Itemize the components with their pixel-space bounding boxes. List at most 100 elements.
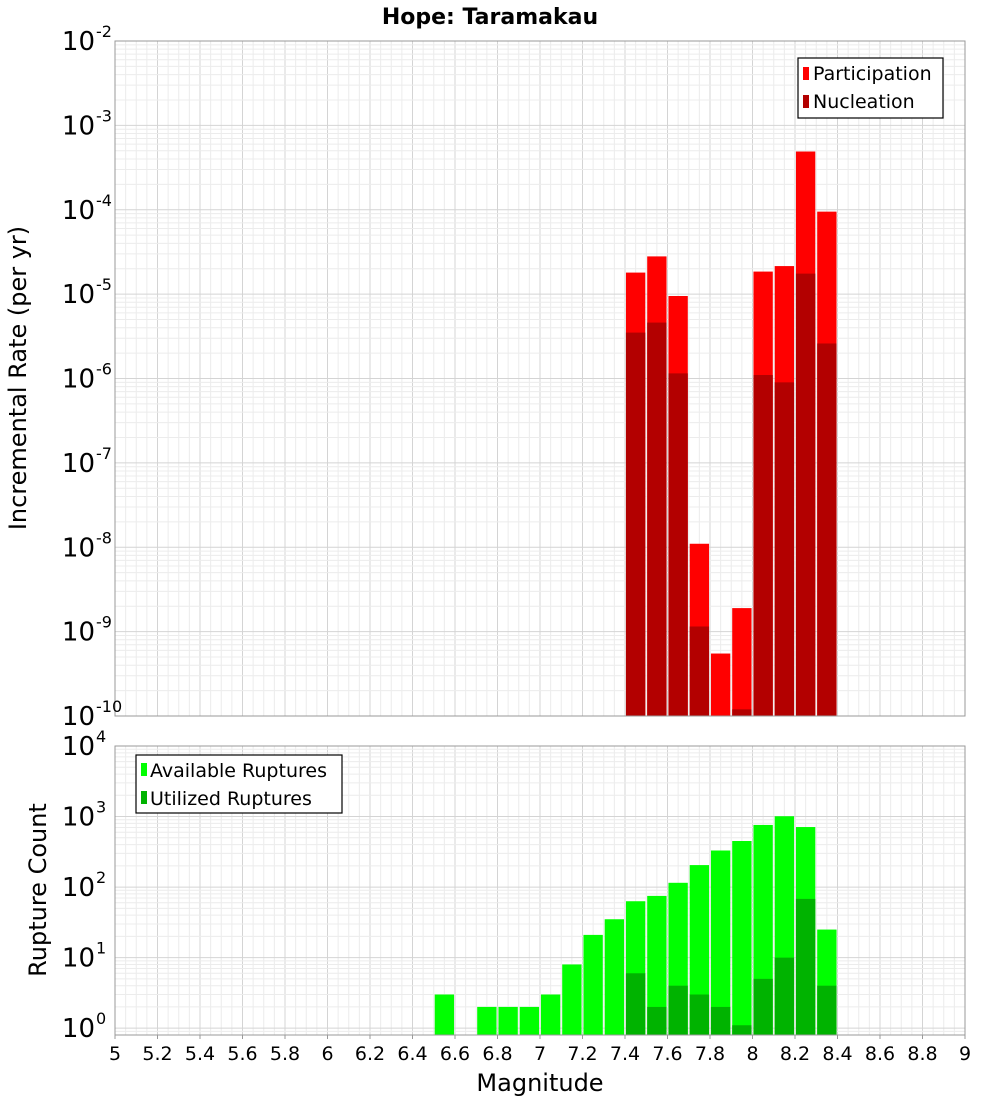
legend-swatch-available [141,763,147,776]
bar-rate-nucleation-8.25 [795,273,816,716]
y-tick-label-exponent: 4 [96,727,106,746]
y-tick-label-base: 10 [62,196,95,226]
x-tick-label: 8.8 [907,1043,937,1065]
y-tick-label-exponent: -5 [96,275,112,294]
bar-count-available-ruptures-6.75 [477,1006,497,1035]
x-tick-label: 8.2 [780,1043,810,1065]
legend-label-utilized: Utilized Ruptures [150,788,312,810]
y-tick-label-base: 10 [62,280,95,310]
bar-rate-participation-7.95 [732,608,752,716]
legend-label-participation: Participation [813,63,932,85]
y-tick-label-base: 10 [62,111,95,141]
x-tick-label: 5.8 [270,1043,300,1065]
bar-count-available-ruptures-7.95 [732,841,752,1035]
x-tick-label: 5.4 [185,1043,215,1065]
bar-rate-nucleation-8.35 [817,343,837,716]
bar-count-available-ruptures-7.85 [710,850,731,1035]
top-grid [114,40,966,717]
bar-count-utilized-ruptures-7.65 [668,985,688,1035]
bar-count-available-ruptures-7.05 [540,994,561,1035]
y-tick-label-exponent: -4 [96,191,112,210]
bottom-legend: Available Ruptures Utilized Ruptures [135,754,343,814]
y-tick-label-exponent: -8 [96,528,112,547]
y-tick-label-base: 10 [62,944,95,974]
x-tick-label: 8.4 [822,1043,852,1065]
legend-swatch-utilized [141,791,147,804]
bar-count-utilized-ruptures-7.95 [732,1025,752,1035]
y-tick-label-base: 10 [62,618,95,648]
y-tick-label-base: 10 [62,803,95,833]
y-tick-label-exponent: -2 [96,22,112,41]
x-tick-label: 8 [746,1043,758,1065]
x-tick-label: 9 [959,1043,971,1065]
y-tick-label-exponent: -7 [96,444,112,463]
chart-title: Hope: Taramakau [382,5,598,30]
bar-rate-nucleation-7.75 [689,626,710,716]
y-tick-label-base: 10 [62,702,95,732]
bar-count-utilized-ruptures-7.55 [647,1006,667,1035]
bar-count-available-ruptures-7.15 [562,964,582,1035]
x-tick-label: 7.8 [695,1043,725,1065]
bottom-bars [434,816,837,1035]
top-legend: Participation Nucleation [797,57,944,119]
y-tick-label-exponent: -9 [96,613,112,632]
y-tick-label-exponent: 3 [96,798,106,817]
y-tick-label-exponent: -6 [96,360,112,379]
top-y-axis-label: Incremental Rate (per yr) [4,226,32,530]
x-tick-label: 8.6 [865,1043,895,1065]
bottom-x-ticks: 5 5.2 5.4 5.6 5.8 6 6.2 6.4 6.6 6.8 7 7.2 7.4 7.6 7.8 8… [109,1035,971,1065]
bar-count-utilized-ruptures-8.15 [774,957,795,1035]
legend-label-available: Available Ruptures [150,760,327,782]
x-tick-label: 7.6 [652,1043,682,1065]
bar-count-utilized-ruptures-7.85 [710,1006,731,1035]
bar-count-utilized-ruptures-7.75 [689,994,710,1035]
bar-count-available-ruptures-7.75 [689,865,710,1035]
bar-count-available-ruptures-6.85 [498,1006,518,1035]
y-tick-label-base: 10 [62,1014,95,1044]
y-tick-label-exponent: 0 [96,1009,106,1028]
x-tick-label: 6.8 [482,1043,512,1065]
bar-rate-nucleation-7.65 [668,373,688,716]
y-tick-label-base: 10 [62,365,95,395]
y-tick-label-base: 10 [62,449,95,479]
y-tick-label-exponent: 1 [96,939,106,958]
x-tick-label: 6.2 [355,1043,385,1065]
y-tick-label-base: 10 [62,732,95,762]
x-tick-label: 5.6 [227,1043,257,1065]
x-tick-label: 6 [321,1043,333,1065]
y-tick-label-base: 10 [62,533,95,563]
bar-rate-nucleation-8.05 [753,375,773,716]
bar-count-available-ruptures-7.35 [604,919,625,1035]
x-tick-label: 6.6 [440,1043,470,1065]
y-tick-label-exponent: -10 [96,697,122,716]
legend-swatch-nucleation [803,95,809,108]
bar-rate-nucleation-7.55 [647,322,667,716]
x-tick-label: 7.4 [610,1043,640,1065]
bar-count-utilized-ruptures-8.05 [753,978,773,1035]
x-tick-label: 5.2 [142,1043,172,1065]
bar-count-available-ruptures-6.55 [434,994,455,1035]
legend-label-nucleation: Nucleation [813,91,915,113]
bar-count-available-ruptures-7.55 [647,895,667,1035]
x-tick-label: 7 [534,1043,546,1065]
bottom-legend-box [135,754,343,814]
y-tick-label-exponent: -3 [96,106,112,125]
bar-count-available-ruptures-7.25 [583,934,603,1035]
legend-swatch-participation [803,67,809,80]
bar-rate-nucleation-7.95 [732,709,752,716]
top-legend-box [797,57,944,119]
bar-rate-participation-7.85 [710,653,731,716]
bar-count-available-ruptures-6.95 [519,1006,540,1035]
y-tick-label-exponent: 2 [96,868,106,887]
x-axis-label: Magnitude [476,1069,603,1097]
bar-count-utilized-ruptures-8.35 [817,985,837,1035]
bar-rate-nucleation-7.45 [625,332,646,716]
bar-count-utilized-ruptures-8.25 [795,898,816,1035]
top-plot-frame [114,40,966,717]
bottom-y-axis-label: Rupture Count [24,803,52,977]
y-tick-label-base: 10 [62,27,95,57]
